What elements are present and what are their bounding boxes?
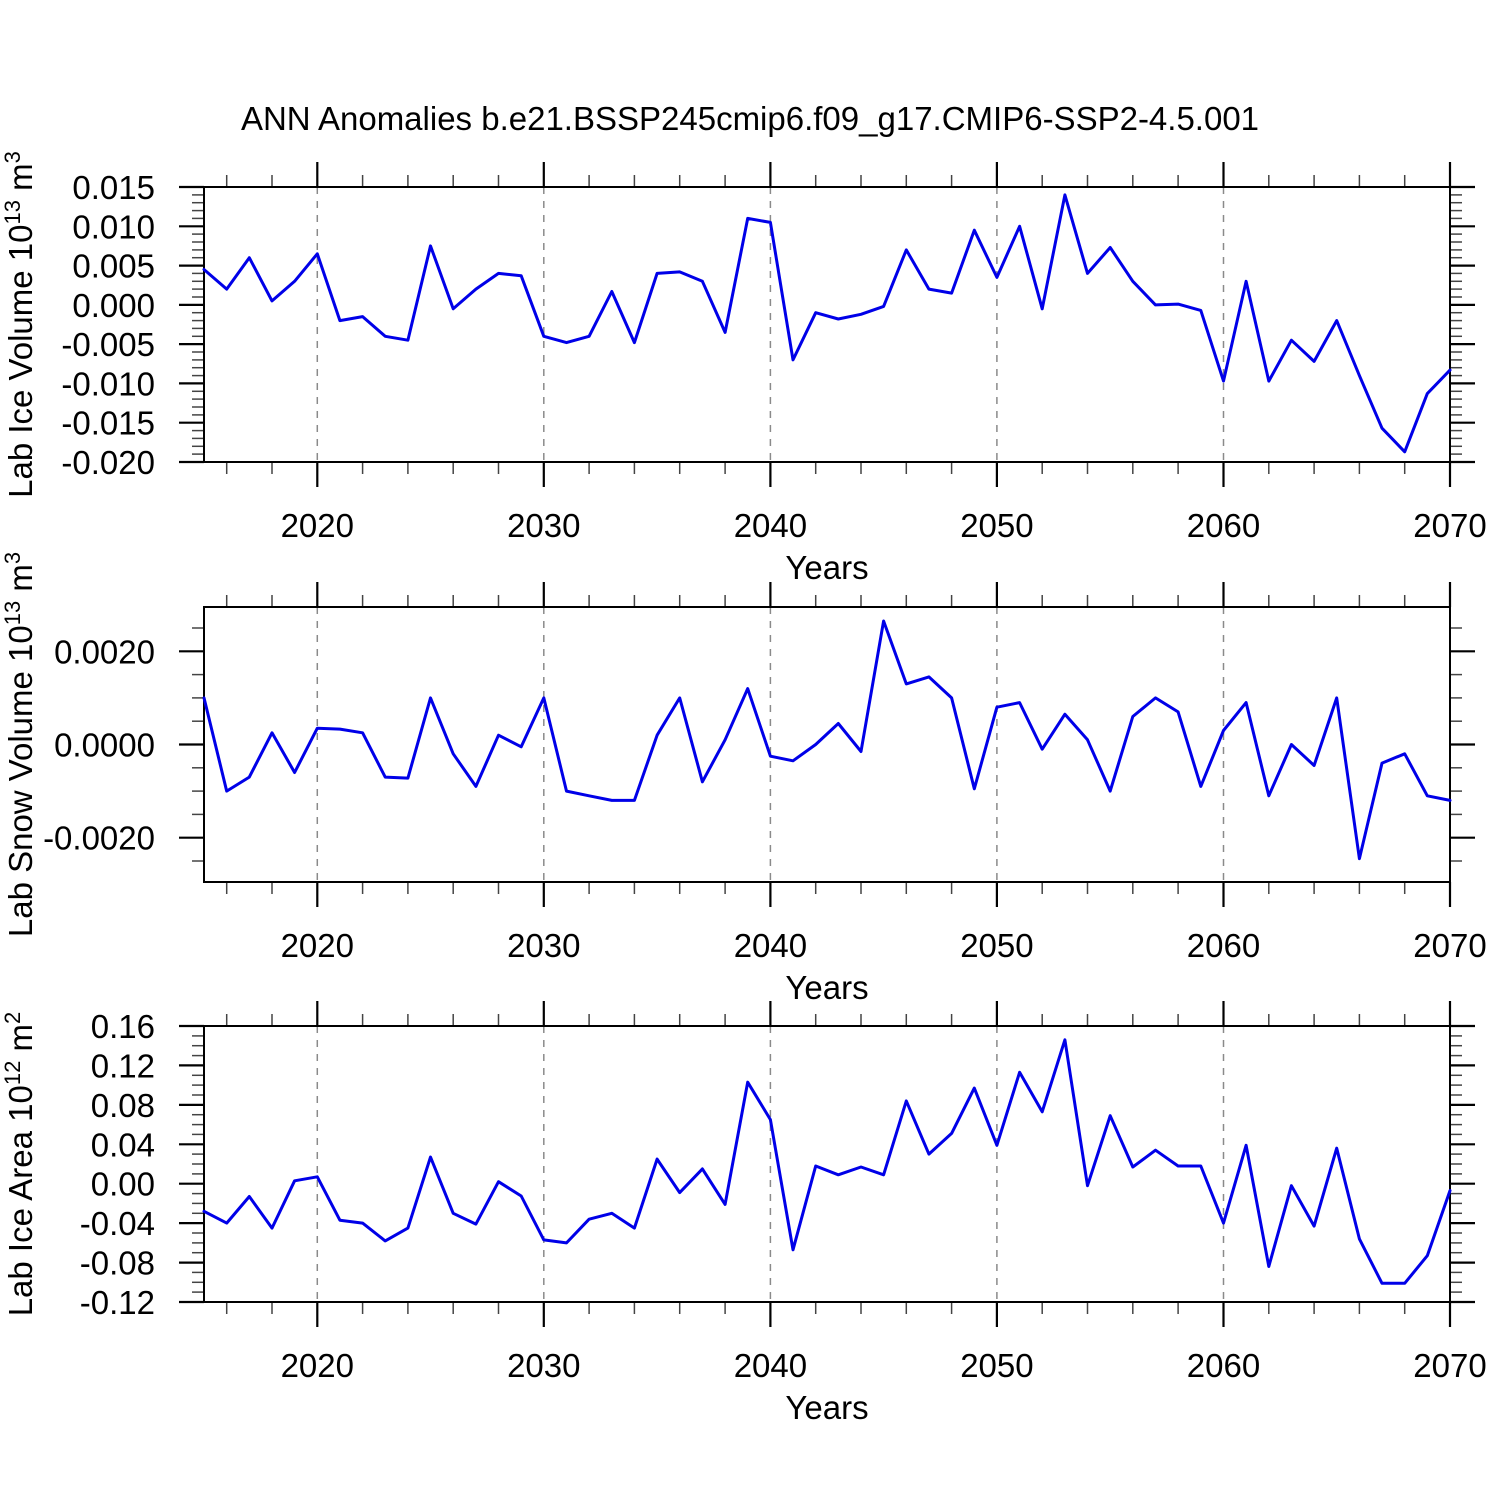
- panel-1-xtick-label-2020: 2020: [281, 507, 354, 544]
- panel-1-x-axis-title: Years: [785, 549, 868, 586]
- panel-3-ytick-label-0.08: 0.08: [91, 1087, 155, 1124]
- panel-1-xtick-label-2030: 2030: [507, 507, 580, 544]
- panel-1-ytick-label-0.015: 0.015: [72, 169, 155, 206]
- panel-3-xtick-label-2060: 2060: [1187, 1347, 1260, 1384]
- panel-1-ticks: [179, 162, 1475, 487]
- panel-2-y-axis-title: Lab Snow Volume 1013 m3: [0, 552, 39, 937]
- panel-3-frame: [203, 1025, 1451, 1303]
- panel-3-ticks: [179, 1001, 1475, 1327]
- panel-1-ytick-label--0.005: -0.005: [61, 326, 155, 363]
- panel-1-ytick-label--0.015: -0.015: [61, 405, 155, 442]
- panel-3-xtick-label-2020: 2020: [281, 1347, 354, 1384]
- panel-3-xtick-label-2030: 2030: [507, 1347, 580, 1384]
- panel-1-y-axis-title: Lab Ice Volume 1013 m3: [0, 151, 39, 498]
- panel-1-xtick-label-2070: 2070: [1413, 507, 1486, 544]
- panel-3-xtick-label-2050: 2050: [960, 1347, 1033, 1384]
- panel-1-ytick-label--0.020: -0.020: [61, 444, 155, 481]
- panel-3-ytick-label-0.16: 0.16: [91, 1008, 155, 1045]
- panel-3-ytick-label--0.04: -0.04: [80, 1205, 155, 1242]
- panel-1: 2020 2030 2040 2050 2060 2070 0.0150.0100.0050…: [0, 151, 1487, 586]
- panel-3-xtick-label-2070: 2070: [1413, 1347, 1486, 1384]
- panel-1-xtick-label-2040: 2040: [734, 507, 807, 544]
- chart-title: ANN Anomalies b.e21.BSSP245cmip6.f09_g17…: [240, 100, 1260, 137]
- panel-1-ytick-label-0.005: 0.005: [72, 248, 155, 285]
- panel-2-xtick-label-2040: 2040: [734, 927, 807, 964]
- panel-2-data-line: [202, 619, 1452, 861]
- panel-2-xtick-label-2030: 2030: [507, 927, 580, 964]
- panel-1-frame: [203, 186, 1451, 463]
- panel-3-ytick-label-0.04: 0.04: [91, 1126, 155, 1163]
- panel-2-xtick-label-2020: 2020: [281, 927, 354, 964]
- panel-1-ytick-label-0.000: 0.000: [72, 287, 155, 324]
- panel-2-xtick-label-2070: 2070: [1413, 927, 1486, 964]
- panel-1-xtick-label-2060: 2060: [1187, 507, 1260, 544]
- panel-3-ytick-label-0.12: 0.12: [91, 1047, 155, 1084]
- panel-3-xtick-label-2040: 2040: [734, 1347, 807, 1384]
- panel-1-data-line: [202, 193, 1452, 454]
- panel-2-x-axis-title: Years: [785, 969, 868, 1006]
- panel-2-ytick-label-0.0000: 0.0000: [54, 727, 155, 764]
- panel-3-ytick-label--0.08: -0.08: [80, 1245, 155, 1282]
- panel-1-xtick-label-2050: 2050: [960, 507, 1033, 544]
- panel-3-data-line: [202, 1038, 1452, 1285]
- panel-1-ytick-label-0.010: 0.010: [72, 208, 155, 245]
- panel-2-xtick-label-2050: 2050: [960, 927, 1033, 964]
- panel-3-y-axis-title: Lab Ice Area 1012 m2: [0, 1012, 39, 1317]
- panel-3-ytick-label--0.12: -0.12: [80, 1284, 155, 1321]
- panel-3-ytick-label-0.00: 0.00: [91, 1166, 155, 1203]
- panel-2-ytick-label--0.0020: -0.0020: [43, 820, 155, 857]
- panel-3-x-axis-title: Years: [785, 1389, 868, 1426]
- panel-2-ytick-label-0.0020: 0.0020: [54, 633, 155, 670]
- panel-2: 2020 2030 2040 2050 2060 2070 0.0020 0.0000 -0.0…: [0, 552, 1487, 1006]
- panel-2-frame: [203, 606, 1451, 883]
- panel-2-xtick-label-2060: 2060: [1187, 927, 1260, 964]
- panel-3: 2020 2030 2040 2050 2060 2070 0.160.120.080.04…: [0, 1001, 1487, 1426]
- panel-2-ticks: [179, 582, 1475, 907]
- panel-1-ytick-label--0.010: -0.010: [61, 365, 155, 402]
